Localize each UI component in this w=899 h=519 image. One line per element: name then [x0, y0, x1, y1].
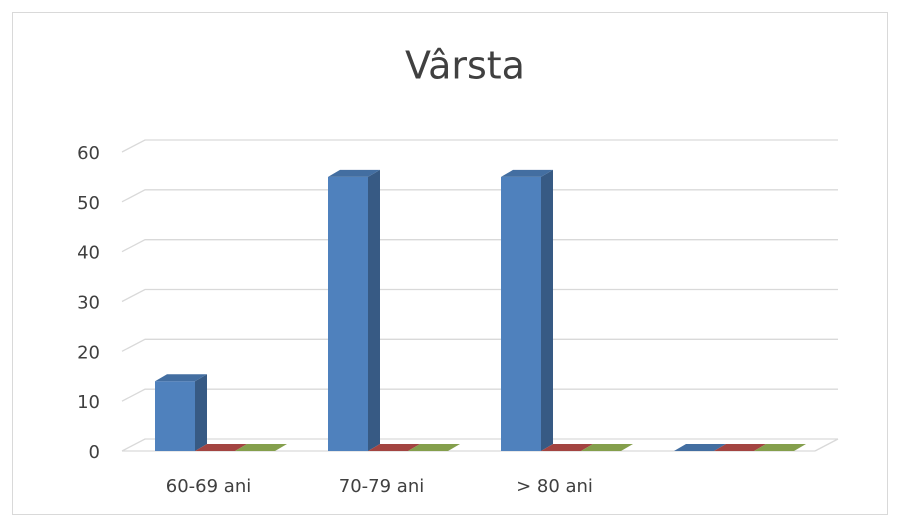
- bar-front: [155, 381, 195, 451]
- y-tick-label: 20: [77, 342, 100, 363]
- bar-top: [328, 169, 380, 177]
- y-tick-label: 10: [77, 392, 100, 413]
- grid-line: [121, 189, 838, 203]
- bar: [408, 444, 460, 451]
- bar-front: [328, 176, 368, 451]
- grid-line: [121, 139, 838, 153]
- bar: [541, 444, 593, 451]
- bar: [501, 169, 553, 451]
- x-tick-label: > 80 ani: [516, 476, 593, 497]
- bar-top: [368, 444, 420, 451]
- bar-side: [368, 169, 380, 451]
- bar: [235, 444, 287, 451]
- y-tick-label: 60: [77, 143, 100, 164]
- bar: [674, 444, 726, 451]
- bar-top: [674, 444, 726, 451]
- grid-line: [121, 438, 838, 452]
- x-tick-label: 70-79 ani: [339, 476, 424, 497]
- y-tick-label: 40: [77, 243, 100, 264]
- bar: [581, 444, 633, 451]
- bar-top: [195, 444, 247, 451]
- bar: [754, 444, 806, 451]
- bar-top: [754, 444, 806, 451]
- grid-line: [121, 288, 838, 303]
- bar: [714, 444, 766, 451]
- y-tick-label: 50: [77, 193, 100, 214]
- bar-side: [195, 374, 207, 451]
- y-tick-label: 0: [89, 442, 100, 463]
- bar-top: [541, 444, 593, 451]
- y-tick-label: 30: [77, 293, 100, 314]
- bar-top: [155, 374, 207, 382]
- chart-title: Vârsta: [405, 44, 525, 88]
- bar-top: [501, 169, 553, 177]
- floor-edge: [814, 438, 839, 452]
- grid-line: [121, 388, 838, 402]
- bar-top: [235, 444, 287, 451]
- bar-top: [408, 444, 460, 451]
- bar-side: [541, 169, 553, 451]
- bar-top: [581, 444, 633, 451]
- bar: [368, 444, 420, 451]
- bar: [195, 444, 247, 451]
- x-tick-label: 60-69 ani: [166, 476, 251, 497]
- bar: [328, 169, 380, 451]
- bar: [155, 374, 207, 451]
- bar-front: [501, 176, 541, 451]
- grid-line: [121, 338, 838, 352]
- bar-top: [714, 444, 766, 451]
- grid-line: [121, 239, 838, 253]
